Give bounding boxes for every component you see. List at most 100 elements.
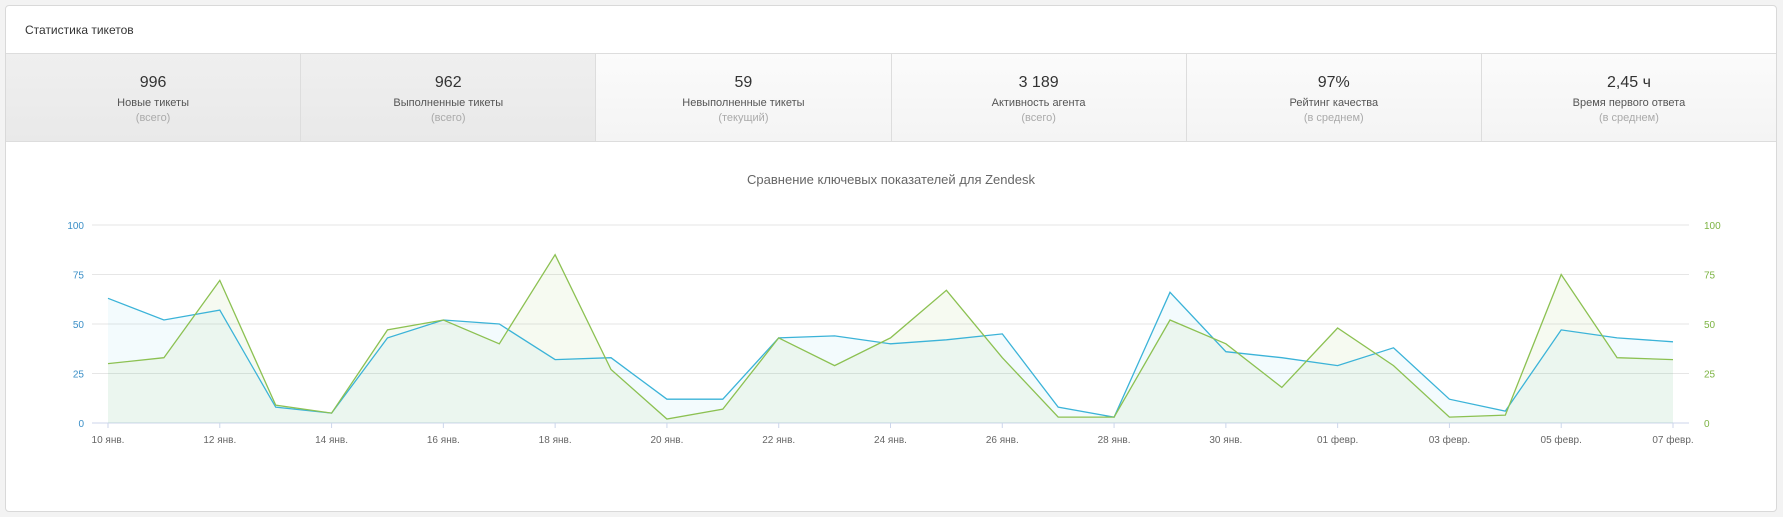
x-tick-label: 01 февр. (1317, 434, 1358, 446)
data-point[interactable] (1671, 339, 1676, 344)
data-point[interactable] (441, 318, 446, 323)
data-point[interactable] (832, 333, 837, 338)
x-tick-label: 07 февр. (1652, 434, 1693, 446)
data-point[interactable] (273, 403, 278, 408)
x-tick-label: 16 янв. (427, 435, 460, 446)
data-point[interactable] (385, 335, 390, 340)
data-point[interactable] (1447, 397, 1452, 402)
data-point[interactable] (1223, 341, 1228, 346)
data-point[interactable] (1615, 335, 1620, 340)
stat-sub: (в среднем) (1598, 112, 1659, 124)
stat-sub: (всего) (430, 112, 466, 124)
data-point[interactable] (1391, 345, 1396, 350)
data-point[interactable] (609, 367, 614, 372)
x-tick-label: 30 янв. (1209, 435, 1242, 446)
series-line-2[interactable] (107, 253, 1674, 420)
data-point[interactable] (1335, 363, 1340, 368)
data-point[interactable] (106, 296, 111, 301)
stat-unsolved-tickets[interactable]: 59 Невыполненные тикеты (текущий) (596, 54, 892, 141)
data-point[interactable] (1615, 355, 1620, 360)
data-point[interactable] (106, 361, 111, 366)
data-point[interactable] (1447, 415, 1452, 420)
stat-label: Новые тикеты (117, 97, 189, 109)
y-tick-label-right: 100 (1704, 221, 1721, 232)
stat-label: Рейтинг качества (1289, 97, 1379, 109)
chart-title: Сравнение ключевых показателей для Zende… (747, 172, 1035, 187)
data-point[interactable] (888, 341, 893, 346)
data-point[interactable] (1559, 272, 1564, 277)
x-tick-label: 26 янв. (986, 435, 1019, 446)
x-tick-label: 18 янв. (539, 435, 572, 446)
chart-area: Сравнение ключевых показателей для Zende… (6, 142, 1776, 511)
data-point[interactable] (720, 407, 725, 412)
data-point[interactable] (720, 397, 725, 402)
data-point[interactable] (553, 252, 558, 257)
data-point[interactable] (497, 341, 502, 346)
stat-label: Невыполненные тикеты (682, 97, 805, 109)
data-point[interactable] (1056, 405, 1061, 410)
data-point[interactable] (1503, 413, 1508, 418)
data-point[interactable] (1335, 325, 1340, 330)
data-point[interactable] (832, 363, 837, 368)
data-point[interactable] (1279, 385, 1284, 390)
data-point[interactable] (1167, 290, 1172, 295)
data-point[interactable] (1223, 349, 1228, 354)
y-tick-label-left: 25 (73, 370, 85, 381)
stat-label: Выполненные тикеты (393, 97, 504, 109)
data-point[interactable] (944, 337, 949, 342)
y-tick-label-right: 25 (1704, 370, 1716, 381)
stat-label: Время первого ответа (1572, 97, 1686, 109)
stat-first-reply-time[interactable]: 2,45 ч Время первого ответа (в среднем) (1481, 54, 1776, 141)
data-point[interactable] (553, 357, 558, 362)
stat-value: 3 189 (1018, 74, 1059, 91)
stat-value: 962 (434, 74, 462, 91)
data-point[interactable] (1000, 355, 1005, 360)
x-tick-label: 24 янв. (874, 435, 907, 446)
data-point[interactable] (609, 355, 614, 360)
x-tick-label: 03 февр. (1429, 434, 1470, 446)
y-tick-label-right: 75 (1704, 271, 1716, 282)
data-point[interactable] (1559, 327, 1564, 332)
stat-value: 59 (734, 74, 753, 91)
y-tick-label-right: 50 (1704, 320, 1716, 331)
stat-new-tickets[interactable]: 996 Новые тикеты (всего) (6, 54, 302, 141)
series-line-1[interactable] (107, 291, 1674, 418)
stat-solved-tickets[interactable]: 962 Выполненные тикеты (всего) (301, 54, 597, 141)
x-tick-label: 12 янв. (203, 435, 236, 446)
data-point[interactable] (944, 288, 949, 293)
data-point[interactable] (217, 278, 222, 283)
stat-sub: (всего) (135, 112, 171, 124)
stat-satisfaction[interactable]: 97% Рейтинг качества (в среднем) (1186, 54, 1482, 141)
stat-agent-activity[interactable]: 3 189 Активность агента (всего) (891, 54, 1187, 141)
data-point[interactable] (161, 318, 166, 323)
x-tick-label: 10 янв. (92, 435, 125, 446)
stat-label: Активность агента (991, 97, 1086, 109)
x-tick-label: 14 янв. (315, 435, 348, 446)
data-point[interactable] (664, 417, 669, 422)
y-tick-label-left: 100 (67, 221, 84, 232)
ticket-stats-panel: Статистика тикетов 996 Новые тикеты (все… (5, 5, 1777, 512)
y-tick-label-left: 50 (73, 320, 85, 331)
x-tick-label: 05 февр. (1541, 434, 1582, 446)
data-point[interactable] (664, 397, 669, 402)
data-point[interactable] (385, 327, 390, 332)
y-tick-label-right: 0 (1704, 419, 1710, 430)
stat-sub: (всего) (1021, 112, 1056, 124)
data-point[interactable] (329, 411, 334, 416)
stat-sub: (в среднем) (1303, 112, 1364, 124)
data-point[interactable] (1391, 363, 1396, 368)
data-point[interactable] (1167, 318, 1172, 323)
data-point[interactable] (1671, 357, 1676, 362)
data-point[interactable] (497, 322, 502, 327)
x-tick-label: 28 янв. (1098, 435, 1131, 446)
data-point[interactable] (1279, 355, 1284, 360)
data-point[interactable] (1000, 331, 1005, 336)
data-point[interactable] (1056, 415, 1061, 420)
x-tick-label: 22 янв. (762, 435, 795, 446)
data-point[interactable] (217, 308, 222, 313)
data-point[interactable] (888, 335, 893, 340)
data-point[interactable] (1112, 415, 1117, 420)
panel-title: Статистика тикетов (6, 6, 1776, 54)
data-point[interactable] (161, 355, 166, 360)
data-point[interactable] (776, 335, 781, 340)
